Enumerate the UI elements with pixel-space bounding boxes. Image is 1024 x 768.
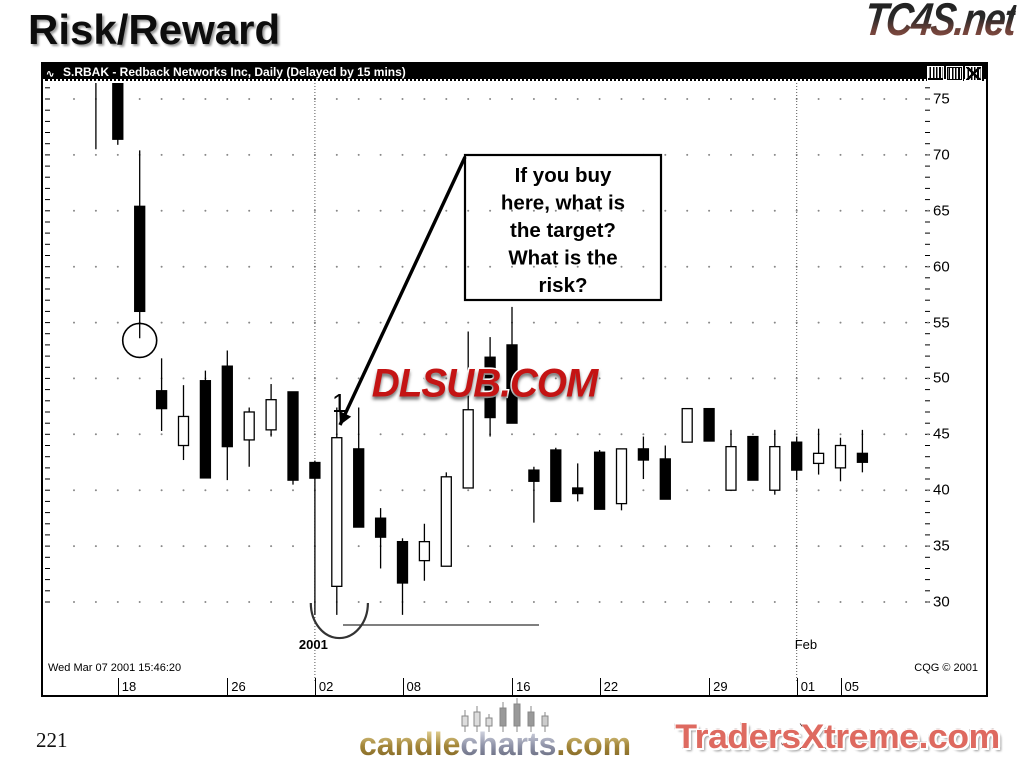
svg-text:If you buy: If you buy bbox=[515, 164, 612, 187]
svg-text:the target?: the target? bbox=[510, 219, 616, 242]
svg-text:What is the: What is the bbox=[508, 247, 617, 270]
svg-text:1: 1 bbox=[332, 388, 346, 418]
svg-text:here, what is: here, what is bbox=[501, 192, 625, 215]
svg-text:risk?: risk? bbox=[539, 274, 588, 297]
